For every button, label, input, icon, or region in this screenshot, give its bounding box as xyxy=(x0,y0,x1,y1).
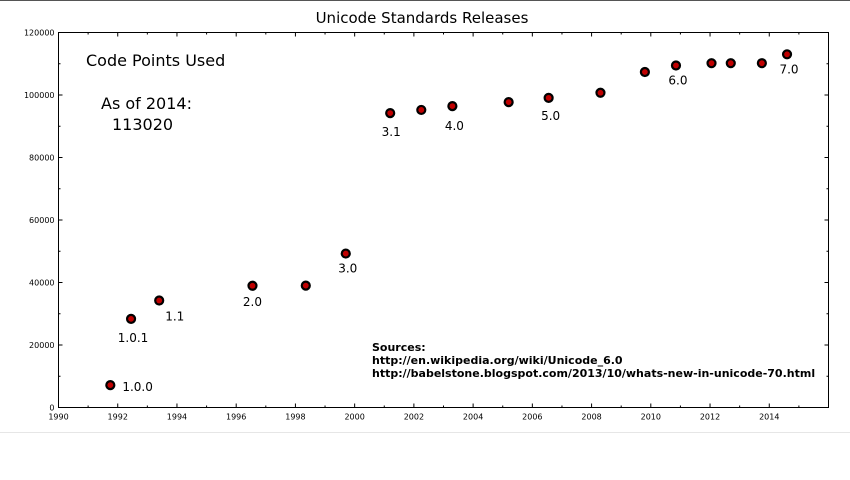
version-label: 1.0.1 xyxy=(118,331,149,345)
x-tick-label: 2010 xyxy=(641,413,661,422)
data-point xyxy=(595,87,606,98)
data-point xyxy=(670,60,682,71)
version-label: 1.0.0 xyxy=(122,380,153,394)
x-tick-label: 1996 xyxy=(226,413,246,422)
version-label: 3.1 xyxy=(382,125,401,139)
plot-area-border xyxy=(58,32,829,408)
y-tick-label: 120000 xyxy=(24,29,55,38)
data-point xyxy=(756,58,767,69)
x-tick-label: 2006 xyxy=(522,413,542,422)
version-label: 4.0 xyxy=(445,119,464,133)
data-point xyxy=(447,101,458,112)
x-axis: 1990 1992 1994 1996 1998 2000 2002 2004 2006 2008… xyxy=(48,32,829,422)
x-tick-label: 2012 xyxy=(700,413,720,422)
sources-title: Sources: xyxy=(372,341,426,354)
data-point xyxy=(385,108,396,119)
version-label: 3.0 xyxy=(338,262,357,276)
chart-title: Unicode Standards Releases xyxy=(316,9,529,27)
version-label: 2.0 xyxy=(243,295,262,309)
data-point xyxy=(503,97,514,108)
y-tick-label: 0 xyxy=(49,404,54,413)
data-point xyxy=(639,66,650,78)
x-tick-label: 1998 xyxy=(285,413,305,422)
y-axis: 0 20000 40000 60000 80000 100000 120000 xyxy=(24,29,829,413)
y-tick-label: 100000 xyxy=(24,91,55,100)
x-tick-label: 2004 xyxy=(463,413,483,422)
data-point xyxy=(340,248,351,259)
data-point xyxy=(300,280,311,291)
x-tick-label: 2008 xyxy=(581,413,601,422)
version-label: 7.0 xyxy=(779,62,798,76)
data-points xyxy=(105,49,793,391)
version-labels: 1.0.0 1.0.1 1.1 2.0 3.0 3.1 4.0 5.0 6.0 7.0 xyxy=(118,62,799,394)
x-tick-label: 2000 xyxy=(344,413,364,422)
x-tick-label: 1994 xyxy=(167,413,187,422)
x-tick-label: 1992 xyxy=(108,413,128,422)
annotation-heading: Code Points Used xyxy=(86,51,225,70)
data-point xyxy=(416,104,427,116)
y-tick-label: 20000 xyxy=(29,341,54,350)
y-tick-label: 40000 xyxy=(29,279,54,288)
data-point xyxy=(247,280,258,291)
data-point xyxy=(105,380,116,391)
data-point xyxy=(706,58,717,69)
y-tick-label: 80000 xyxy=(29,154,54,163)
data-point xyxy=(781,49,793,60)
data-point xyxy=(543,92,554,103)
source-link-babelstone: http://babelstone.blogspot.com/2013/10/w… xyxy=(372,367,815,380)
data-point xyxy=(125,313,137,324)
version-label: 1.1 xyxy=(165,310,184,324)
x-tick-label: 1990 xyxy=(48,413,68,422)
x-tick-label: 2002 xyxy=(404,413,424,422)
y-tick-label: 60000 xyxy=(29,216,54,225)
annotation-asof-line2: 113020 xyxy=(112,115,173,134)
data-point xyxy=(725,58,736,69)
version-label: 5.0 xyxy=(541,109,560,123)
annotation-asof-line1: As of 2014: xyxy=(101,94,192,113)
data-point xyxy=(154,295,165,306)
version-label: 6.0 xyxy=(668,73,687,87)
x-tick-label: 2014 xyxy=(759,413,779,422)
source-link-wikipedia: http://en.wikipedia.org/wiki/Unicode_6.0 xyxy=(372,354,623,367)
